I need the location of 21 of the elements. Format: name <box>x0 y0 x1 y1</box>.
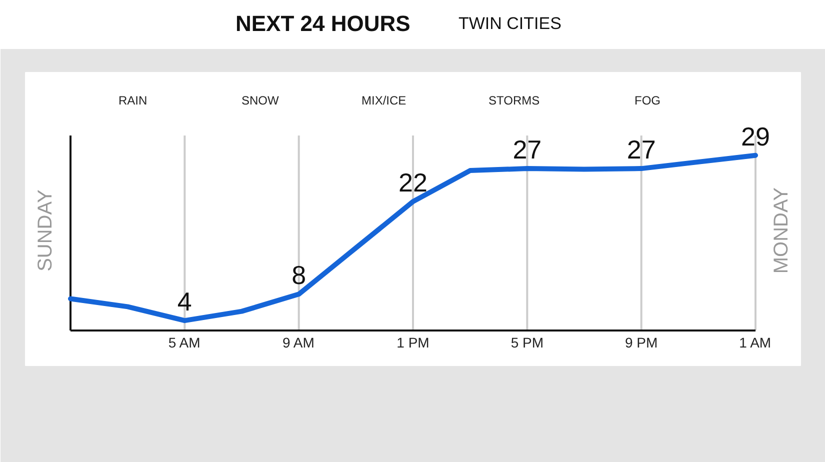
chart-subtitle: TWIN CITIES <box>458 14 562 33</box>
data-label: 29 <box>741 121 770 152</box>
text: SNOW <box>242 94 280 108</box>
x-tick-label: 9 AM <box>282 334 314 350</box>
x-tick-label: 1 PM <box>396 334 430 350</box>
data-label: 4 <box>177 286 192 317</box>
data-label: 22 <box>398 168 428 198</box>
data-label: 8 <box>292 260 306 290</box>
text: STORMS <box>488 94 540 108</box>
x-tick-label: 1 AM <box>739 334 772 350</box>
text: MONDAY <box>770 187 792 274</box>
data-label: 27 <box>626 134 656 165</box>
x-tick-label: 5 PM <box>510 334 544 350</box>
chart-title: NEXT 24 HOURS <box>236 11 410 36</box>
x-tick-label: 9 PM <box>624 334 658 350</box>
text: SUNDAY <box>34 190 56 272</box>
text: FOG <box>634 94 660 108</box>
x-tick-label: 5 AM <box>168 334 200 350</box>
data-label: 27 <box>512 134 542 165</box>
text: RAIN <box>118 94 148 108</box>
text: MIX/ICE <box>362 94 406 108</box>
